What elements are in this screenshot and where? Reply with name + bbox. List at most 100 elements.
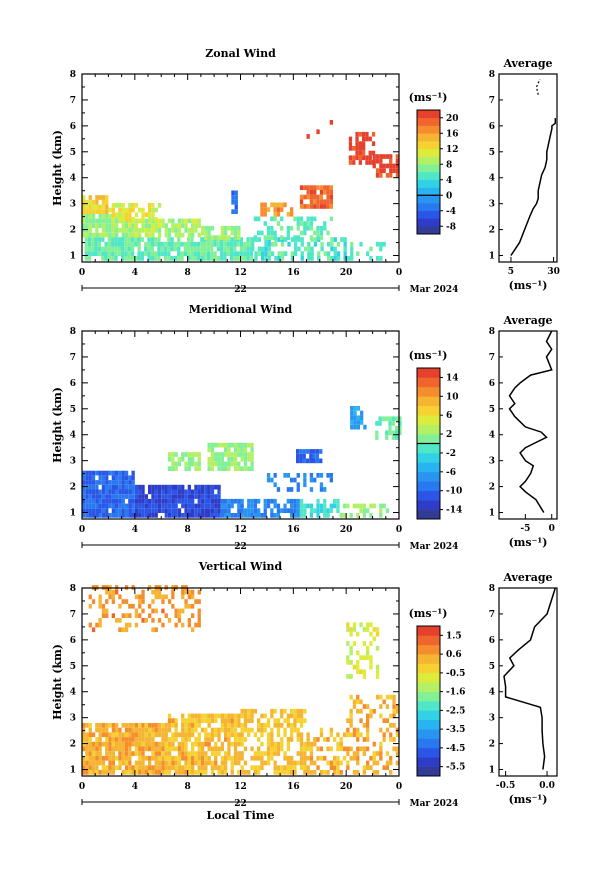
heat-cell: [224, 447, 228, 453]
heat-cell: [210, 765, 215, 770]
colorbar-segment: [417, 710, 440, 721]
heat-cell: [121, 256, 125, 261]
heat-cell: [124, 751, 129, 756]
heat-cell: [290, 723, 294, 728]
heat-cell: [95, 513, 99, 518]
heat-cell: [177, 461, 182, 467]
heat-cell: [240, 456, 244, 462]
heat-cell: [108, 737, 112, 742]
heat-cell: [263, 760, 267, 766]
heat-cell: [233, 456, 238, 462]
heat-cell: [323, 221, 327, 226]
heat-cell: [134, 594, 139, 600]
heat-cell: [167, 498, 172, 504]
heat-cell: [171, 737, 175, 742]
heat-cell: [177, 613, 182, 618]
heat-cell: [389, 723, 393, 728]
heat-cell: [210, 442, 215, 448]
heat-cell: [277, 237, 281, 242]
heat-cell: [95, 723, 99, 728]
heat-cell: [319, 503, 324, 509]
heat-cell: [207, 741, 211, 747]
heat-cell: [128, 737, 132, 742]
heat-cell: [207, 723, 211, 728]
heat-cell: [227, 713, 231, 719]
heat-cell: [82, 770, 86, 775]
heat-cell: [127, 241, 131, 247]
heat-cell: [346, 674, 350, 679]
heat-cell: [82, 209, 86, 214]
average-y-tick-label: 5: [489, 662, 495, 672]
heat-cell: [107, 241, 112, 247]
heat-cell: [239, 241, 244, 247]
heat-cell: [305, 458, 310, 464]
heat-cell: [270, 477, 274, 483]
heat-cell: [171, 755, 175, 761]
heat-cell: [333, 251, 337, 256]
heat-region: [128, 218, 201, 238]
heat-cell: [379, 241, 383, 247]
heat-cell: [379, 751, 383, 756]
heat-cell: [293, 727, 297, 733]
heat-cell: [134, 489, 139, 495]
heat-cell: [227, 447, 231, 453]
heat-cell: [210, 737, 215, 742]
heat-cell: [91, 251, 95, 256]
heat-cell: [284, 251, 288, 256]
heat-cell: [296, 473, 300, 478]
heat-cell: [167, 237, 171, 242]
heat-cell: [217, 456, 221, 462]
heat-cell: [151, 223, 155, 228]
heat-cell: [82, 723, 86, 728]
plot-title: Meridional Wind: [189, 303, 293, 316]
heat-cell: [313, 477, 317, 483]
heat-cell: [309, 185, 314, 190]
heat-cell: [273, 765, 277, 770]
heat-cell: [362, 155, 366, 161]
heat-cell: [115, 212, 119, 218]
heat-cell: [118, 228, 122, 233]
heat-cell: [141, 618, 145, 623]
heat-cell: [184, 760, 188, 766]
heat-cell: [184, 513, 188, 518]
heat-cell: [124, 212, 129, 218]
heat-cell: [240, 447, 244, 453]
heat-cell: [233, 442, 238, 448]
heat-cell: [85, 475, 89, 481]
heat-cell: [300, 241, 304, 247]
heat-cell: [366, 704, 370, 709]
heat-cell: [105, 209, 109, 214]
heat-cell: [117, 241, 121, 247]
heat-cell: [323, 204, 327, 209]
heat-cell: [270, 241, 275, 247]
heat-cell: [388, 430, 392, 436]
heat-cell: [234, 199, 238, 205]
heat-cell: [141, 727, 145, 733]
colorbar-segment: [417, 133, 440, 142]
heat-cell: [187, 256, 191, 261]
heat-cell: [224, 508, 228, 513]
heat-cell: [385, 163, 390, 169]
heat-cell: [343, 251, 347, 256]
heat-cell: [134, 737, 139, 742]
heat-cell: [352, 622, 357, 628]
heat-cell: [243, 461, 248, 467]
heat-cell: [366, 622, 370, 628]
heat-cell: [229, 251, 234, 256]
heat-cell: [101, 732, 106, 738]
heat-cell: [348, 155, 353, 161]
heat-cell: [309, 449, 313, 454]
heat-cell: [336, 503, 340, 509]
heat-cell: [274, 256, 278, 261]
heat-cell: [276, 765, 281, 770]
heat-cell: [105, 732, 109, 738]
heat-cell: [253, 498, 257, 504]
x-tick-label: 12: [234, 782, 247, 792]
heat-cell: [174, 613, 178, 618]
heat-cell: [157, 218, 162, 224]
heat-cell: [128, 508, 132, 513]
heat-cell: [111, 765, 115, 770]
heat-cell: [220, 230, 224, 236]
heat-cell: [296, 727, 300, 733]
heat-cell: [124, 737, 129, 742]
